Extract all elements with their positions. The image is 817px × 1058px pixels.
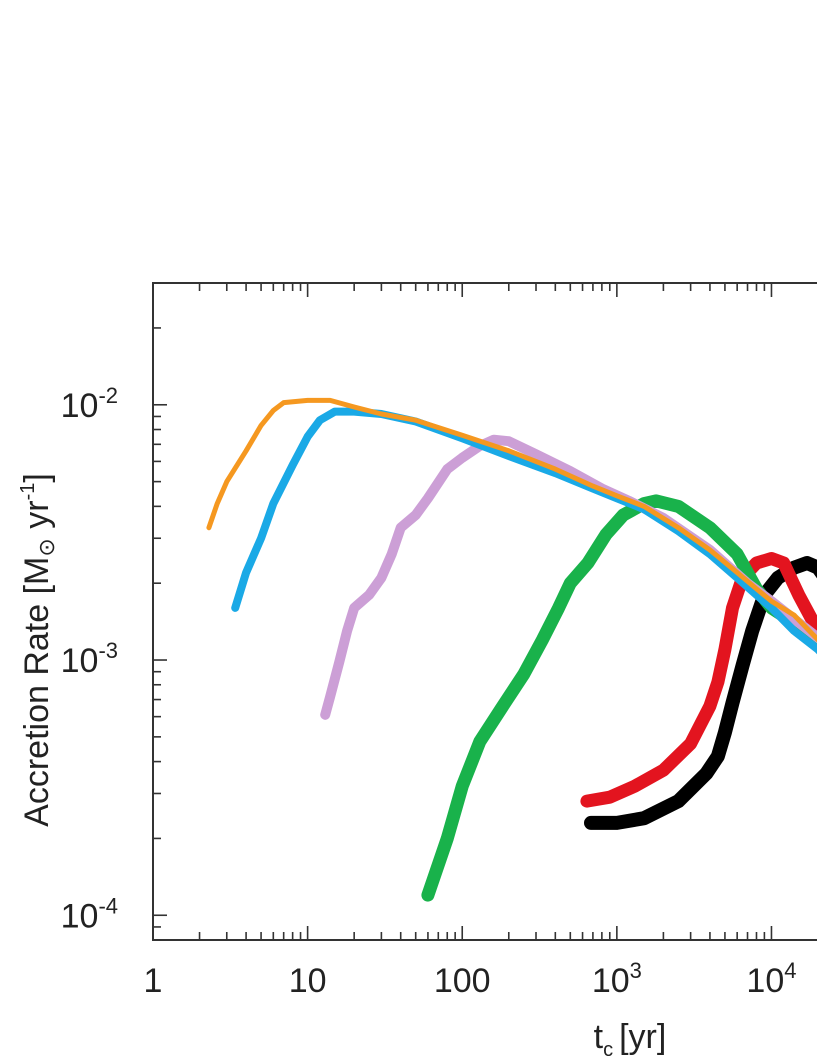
x-axis-title: tc [yr] [594,1018,667,1058]
series-line-6 [206,397,817,643]
y-axis-title: Accretion Rate [M⊙ yr-1] [17,473,59,827]
series-layer [206,397,817,902]
y-tick-label: 10-4 [61,893,118,935]
x-tick-label: 104 [746,958,796,1000]
x-tick-label: 100 [434,962,491,1000]
plot-frame [152,282,817,941]
x-tick-label: 1 [144,962,163,1000]
x-tick-label: 103 [592,958,642,1000]
series-line-2 [580,552,817,808]
tick-labels: 1 10 100 103 104 10-4 10-3 10-2 [61,383,797,1000]
series-line-5 [231,407,817,655]
tick-marks [152,282,773,941]
y-tick-label: 10-2 [61,383,118,425]
y-tick-label: 10-3 [61,638,118,680]
x-tick-label: 10 [289,962,327,1000]
series-line-1 [584,556,817,830]
